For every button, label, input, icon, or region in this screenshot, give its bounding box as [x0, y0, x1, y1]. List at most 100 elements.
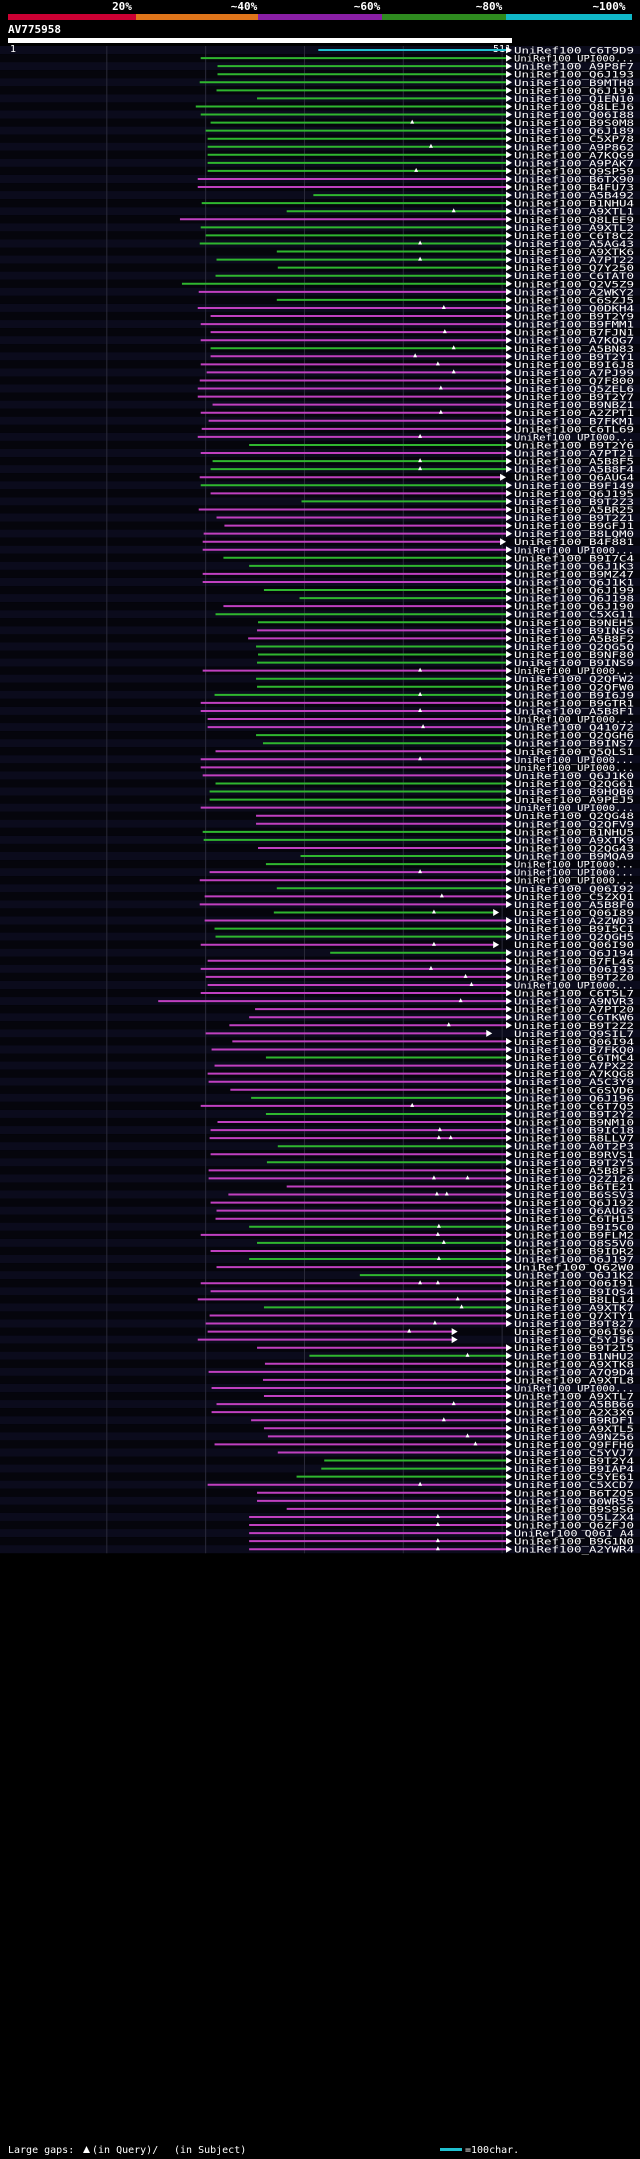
hit-link[interactable]: [512, 788, 638, 796]
hit-label[interactable]: UniRef100_A7KQG8: [514, 1070, 634, 1080]
hit-link[interactable]: [512, 860, 638, 868]
hit-label[interactable]: UniRef100_B9IC18: [514, 1127, 634, 1137]
hit-label[interactable]: UniRef100_B9FMM1: [514, 321, 634, 331]
hit-label[interactable]: UniRef100_Q6J191: [514, 87, 634, 97]
hit-label[interactable]: UniRef100_C6TH15: [514, 1215, 634, 1225]
hit-link[interactable]: [512, 739, 638, 747]
hit-label[interactable]: UniRef100_B9G1N0: [514, 1538, 634, 1548]
hit-label[interactable]: UniRef100_Q9FFH6: [514, 1441, 634, 1451]
hit-link[interactable]: [512, 505, 638, 513]
hit-link[interactable]: [512, 707, 638, 715]
hit-label[interactable]: UniRef100_C5XCD7: [514, 1481, 634, 1491]
hit-label[interactable]: UniRef100_C6T9D9: [514, 47, 634, 57]
hit-link[interactable]: [512, 127, 638, 135]
hit-link[interactable]: [512, 135, 638, 143]
hit-label[interactable]: UniRef100_Q6AUG3: [514, 1207, 634, 1217]
hit-label[interactable]: UniRef100_B9T2I5: [514, 1344, 634, 1354]
hit-link[interactable]: [512, 175, 638, 183]
hit-link[interactable]: [512, 779, 638, 787]
hit-label[interactable]: UniRef100_B6TE21: [514, 1183, 634, 1193]
hit-link[interactable]: [512, 1295, 638, 1303]
hit-link[interactable]: [512, 522, 638, 530]
hit-label[interactable]: UniRef100_Q7F800: [514, 377, 634, 387]
hit-link[interactable]: [512, 1182, 638, 1190]
hit-label[interactable]: UniRef100_A5B8F5: [514, 458, 634, 468]
hit-label[interactable]: UniRef100_C5YVJ7: [514, 1449, 634, 1459]
hit-label[interactable]: UniRef100_Q2QFW0: [514, 683, 634, 693]
hit-label[interactable]: UniRef100_Q8S5V0: [514, 1239, 634, 1249]
hit-link[interactable]: [512, 272, 638, 280]
hit-link[interactable]: [512, 1521, 638, 1529]
hit-link[interactable]: [512, 1191, 638, 1199]
hit-label[interactable]: UniRef100_B9IQS4: [514, 1288, 634, 1298]
hit-label[interactable]: UniRef100_UPI000...: [514, 546, 634, 556]
hit-link[interactable]: [512, 997, 638, 1005]
hit-link[interactable]: [512, 965, 638, 973]
hit-link[interactable]: [512, 513, 638, 521]
hit-link[interactable]: [512, 1481, 638, 1489]
hit-link[interactable]: [512, 554, 638, 562]
hit-link[interactable]: [512, 1344, 638, 1352]
hit-label[interactable]: UniRef100_Q6J198: [514, 595, 634, 605]
hit-label[interactable]: UniRef100_Q2QG5Q: [514, 643, 634, 653]
hit-label[interactable]: UniRef100_A7PX22: [514, 1062, 634, 1072]
hit-label[interactable]: UniRef100_A2ZPT1: [514, 409, 634, 419]
hit-label[interactable]: UniRef100_A5BR25: [514, 506, 634, 516]
hit-link[interactable]: [512, 344, 638, 352]
hit-link[interactable]: [512, 94, 638, 102]
hit-label[interactable]: UniRef100_B9NBZ1: [514, 401, 634, 411]
hit-label[interactable]: UniRef100_UPI000...: [514, 55, 634, 65]
hit-label[interactable]: UniRef100_Q6J195: [514, 490, 634, 500]
hit-label[interactable]: UniRef100_B9MQA9: [514, 853, 634, 863]
hit-link[interactable]: [512, 1215, 638, 1223]
hit-label[interactable]: UniRef100_Q8LEJ6: [514, 103, 634, 113]
hit-link[interactable]: [512, 618, 638, 626]
hit-label[interactable]: UniRef100_UPI000...: [514, 433, 634, 443]
hit-label[interactable]: UniRef100_B6TZQ5: [514, 1489, 634, 1499]
hit-link[interactable]: [512, 820, 638, 828]
hit-link[interactable]: [512, 957, 638, 965]
hit-link[interactable]: [512, 1384, 638, 1392]
hit-label[interactable]: UniRef100_B9S9S6: [514, 1505, 634, 1515]
hit-link[interactable]: [512, 1513, 638, 1521]
hit-link[interactable]: [512, 771, 638, 779]
hit-label[interactable]: UniRef100_C6TMC4: [514, 1054, 634, 1064]
hit-link[interactable]: [512, 667, 638, 675]
hit-label[interactable]: UniRef100_Q2Z126: [514, 1175, 634, 1185]
hit-label[interactable]: UniRef100_A9XTL7: [514, 1393, 634, 1403]
hit-label[interactable]: UniRef100_C6T5L7: [514, 990, 634, 1000]
hit-link[interactable]: [512, 578, 638, 586]
hit-label[interactable]: UniRef100_B9T2Y9: [514, 313, 634, 323]
hit-link[interactable]: [512, 699, 638, 707]
hit-link[interactable]: [512, 852, 638, 860]
hit-label[interactable]: UniRef100_UPI000...: [514, 804, 634, 814]
hit-link[interactable]: [512, 981, 638, 989]
hit-label[interactable]: UniRef100_Q06I94: [514, 1038, 634, 1048]
hit-link[interactable]: [512, 46, 638, 54]
hit-label[interactable]: UniRef100_A5B8F2: [514, 635, 634, 645]
hit-link[interactable]: [512, 691, 638, 699]
hit-link[interactable]: [512, 1497, 638, 1505]
hit-link[interactable]: [512, 401, 638, 409]
hit-label[interactable]: UniRef100_Q0WR55: [514, 1497, 634, 1507]
hit-link[interactable]: [512, 481, 638, 489]
hit-label[interactable]: UniRef100_Q6J190: [514, 603, 634, 613]
hit-label[interactable]: UniRef100_A5C3Y9: [514, 1078, 634, 1088]
hit-link[interactable]: [512, 1037, 638, 1045]
hit-link[interactable]: [512, 1054, 638, 1062]
hit-link[interactable]: [512, 86, 638, 94]
hit-label[interactable]: UniRef100_A2ZWD3: [514, 917, 634, 927]
hit-link[interactable]: [512, 1021, 638, 1029]
hit-label[interactable]: UniRef100_Q6J189: [514, 127, 634, 137]
hit-link[interactable]: [512, 546, 638, 554]
hit-link[interactable]: [512, 288, 638, 296]
hit-link[interactable]: [512, 892, 638, 900]
hit-link[interactable]: [512, 441, 638, 449]
hit-label[interactable]: UniRef100_A9XTL5: [514, 1425, 634, 1435]
hit-label[interactable]: UniRef100_B9I6J8: [514, 361, 634, 371]
hit-label[interactable]: UniRef100_B6TX90: [514, 175, 634, 185]
hit-label[interactable]: UniRef100_Q06I A4: [514, 1530, 634, 1540]
hit-label[interactable]: UniRef100_Q06I89: [514, 909, 634, 919]
hit-label[interactable]: UniRef100_B9INS7: [514, 740, 634, 750]
hit-link[interactable]: [512, 433, 638, 441]
